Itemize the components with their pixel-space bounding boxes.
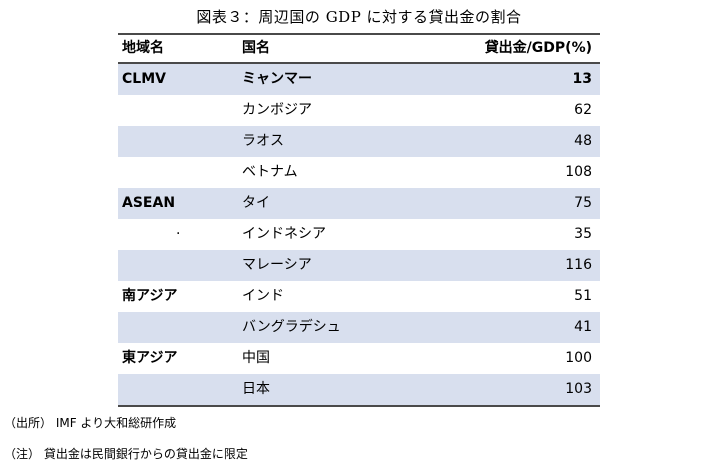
region-cell: · <box>176 226 181 242</box>
table-header-row: 地域名 国名 貸出金/GDP(%) <box>118 35 600 62</box>
table-row: 日本 103 <box>118 374 600 405</box>
region-cell: 南アジア <box>122 288 178 304</box>
value-cell: 108 <box>565 164 592 180</box>
country-cell: バングラデシュ <box>242 319 341 335</box>
value-cell: 35 <box>574 226 592 242</box>
country-cell: ラオス <box>242 133 284 149</box>
header-ratio: 貸出金/GDP(%) <box>484 40 592 56</box>
value-cell: 100 <box>565 350 592 366</box>
remark-note: （注） 貸出金は民間銀行からの貸出金に限定 <box>4 447 248 461</box>
header-country: 国名 <box>242 40 270 56</box>
table-header-rule <box>118 62 600 64</box>
table-row: 南アジア インド 51 <box>118 281 600 312</box>
table-top-rule <box>118 33 600 35</box>
value-cell: 51 <box>574 288 592 304</box>
table-row: カンボジア 62 <box>118 95 600 126</box>
table-row: ベトナム 108 <box>118 157 600 188</box>
region-cell: 東アジア <box>122 350 178 366</box>
header-region: 地域名 <box>122 40 164 56</box>
value-cell: 62 <box>574 102 592 118</box>
country-cell: カンボジア <box>242 102 312 118</box>
table-row: 東アジア 中国 100 <box>118 343 600 374</box>
table-row: バングラデシュ 41 <box>118 312 600 343</box>
table-row: ASEAN タイ 75 <box>118 188 600 219</box>
value-cell: 75 <box>574 195 592 211</box>
data-table: 地域名 国名 貸出金/GDP(%) CLMV ミャンマー 13 カンボジア 62… <box>118 33 600 407</box>
country-cell: ベトナム <box>242 164 298 180</box>
source-note: （出所） IMF より大和総研作成 <box>4 416 177 430</box>
region-cell: CLMV <box>122 71 166 87</box>
table-bottom-rule <box>118 405 600 407</box>
table-row: マレーシア 116 <box>118 250 600 281</box>
value-cell: 13 <box>572 71 592 87</box>
country-cell: ミャンマー <box>242 71 312 87</box>
page-title: 図表３：周辺国の GDP に対する貸出金の割合 <box>196 8 522 26</box>
country-cell: インドネシア <box>242 226 326 242</box>
country-cell: マレーシア <box>242 257 312 273</box>
value-cell: 48 <box>574 133 592 149</box>
value-cell: 103 <box>565 381 592 397</box>
table-row: · インドネシア 35 <box>118 219 600 250</box>
country-cell: 日本 <box>242 381 270 397</box>
country-cell: インド <box>242 288 284 304</box>
table-row: CLMV ミャンマー 13 <box>118 64 600 95</box>
country-cell: 中国 <box>242 350 270 366</box>
value-cell: 41 <box>574 319 592 335</box>
table-row: ラオス 48 <box>118 126 600 157</box>
country-cell: タイ <box>242 195 270 211</box>
region-cell: ASEAN <box>122 195 176 211</box>
value-cell: 116 <box>565 257 592 273</box>
